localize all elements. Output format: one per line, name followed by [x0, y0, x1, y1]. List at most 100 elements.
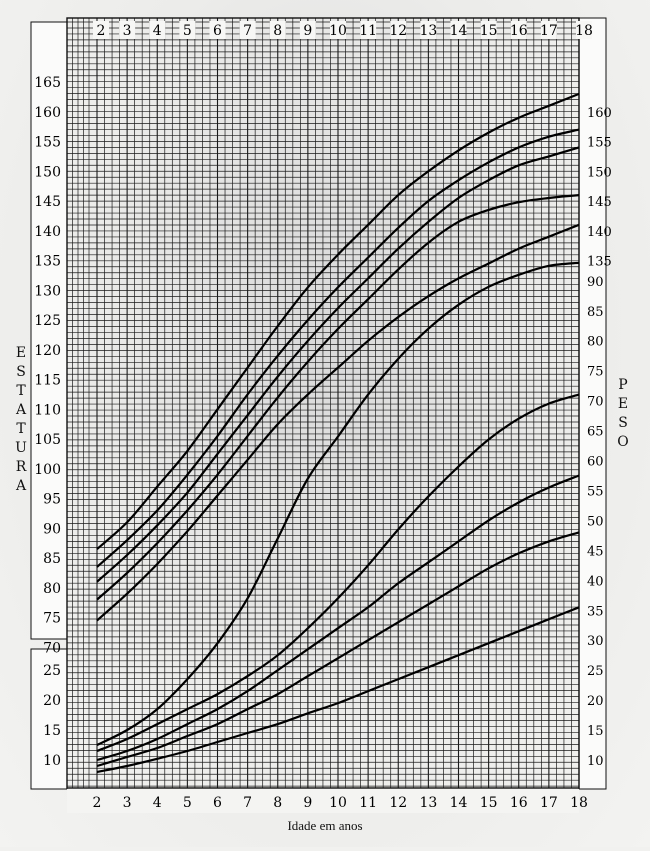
right-stature-tick-label: 150 [587, 165, 612, 180]
top-tick-bg [209, 21, 226, 39]
x-tick-label: 16 [510, 795, 528, 811]
top-x-tick-label: 12 [389, 23, 407, 39]
right-weight-tick-label: 35 [587, 604, 604, 619]
y-axis-label-left: E S T A T U R A [15, 345, 27, 494]
right-weight-tick-label: 20 [587, 694, 604, 709]
x-tick-label: 14 [450, 795, 468, 811]
weight-curve-5 [96, 606, 580, 774]
top-tick-bg [179, 21, 196, 39]
weight-curve-1 [96, 261, 580, 746]
weight-curve-3 [96, 474, 580, 762]
left-weight-tick-label: 25 [43, 663, 61, 679]
right-weight-tick-label: 70 [587, 395, 604, 410]
x-tick-label: 6 [213, 795, 222, 811]
right-weight-tick-label: 45 [587, 544, 604, 559]
top-tick-bg [93, 21, 109, 39]
stature-curve-5 [96, 223, 580, 622]
top-tick-bg [119, 21, 136, 39]
top-tick-bg [420, 21, 437, 39]
left-stature-tick-label: 110 [34, 402, 61, 418]
stature-curve-1 [96, 92, 580, 550]
top-x-tick-label: 11 [359, 23, 377, 39]
top-tick-bg [269, 21, 286, 39]
right-weight-tick-label: 80 [587, 335, 604, 350]
right-stature-tick-label: 135 [587, 255, 612, 270]
x-tick-label: 8 [273, 795, 282, 811]
left-stature-tick-label: 90 [43, 521, 61, 537]
stature-curve-3 [96, 146, 580, 583]
left-stature-tick-label: 100 [34, 462, 61, 478]
top-x-tick-label: 8 [273, 23, 282, 39]
top-tick-bg [239, 21, 256, 39]
top-x-tick-label: 7 [243, 23, 252, 39]
left-stature-tick-label: 95 [43, 492, 61, 508]
right-weight-tick-label: 55 [587, 484, 604, 499]
x-tick-label: 12 [389, 795, 407, 811]
top-x-tick-label: 15 [480, 23, 498, 39]
left-stature-tick-label: 120 [34, 343, 61, 359]
left-stature-tick-label: 140 [34, 224, 61, 240]
x-tick-label: 15 [480, 795, 498, 811]
right-weight-tick-label: 90 [587, 275, 604, 290]
right-label-panel [578, 17, 607, 790]
x-tick-label: 5 [183, 795, 192, 811]
top-tick-bg [480, 21, 497, 39]
top-x-tick-label: 18 [575, 23, 593, 39]
right-weight-tick-label: 65 [587, 425, 604, 440]
left-stature-tick-label: 105 [34, 432, 61, 448]
left-stature-panel [30, 21, 68, 640]
right-weight-tick-label: 75 [587, 365, 604, 380]
right-stature-tick-label: 155 [587, 136, 612, 151]
left-weight-tick-label: 10 [43, 753, 61, 769]
bottom-axis-band [67, 789, 579, 813]
top-x-tick-label: 4 [153, 23, 162, 39]
left-stature-tick-label: 85 [43, 551, 61, 567]
top-x-tick-label: 6 [213, 23, 222, 39]
weight-curve-4 [96, 531, 580, 768]
right-weight-tick-label: 15 [587, 724, 604, 739]
right-stature-tick-label: 145 [587, 195, 612, 210]
top-x-tick-label: 3 [123, 23, 132, 39]
left-stature-tick-label: 75 [43, 611, 61, 627]
top-tick-bg [540, 21, 557, 39]
left-stature-tick-label: 135 [34, 254, 61, 270]
top-tick-bg [330, 21, 346, 39]
top-tick-bg [510, 21, 527, 39]
right-stature-tick-label: 140 [587, 225, 612, 240]
top-tick-bg [149, 21, 166, 39]
x-tick-label: 7 [243, 795, 252, 811]
top-tick-bg [390, 21, 407, 39]
stature-curve-4 [96, 194, 580, 601]
top-tick-bg [360, 21, 377, 39]
x-tick-label: 17 [540, 795, 558, 811]
left-weight-panel [30, 648, 68, 790]
x-tick-label: 4 [153, 795, 162, 811]
left-stature-tick-label: 160 [34, 105, 61, 121]
right-weight-tick-label: 10 [587, 754, 604, 769]
x-tick-label: 11 [359, 795, 377, 811]
left-weight-tick-label: 15 [43, 723, 61, 739]
top-x-tick-label: 17 [540, 23, 558, 39]
x-axis-label: Idade em anos [287, 818, 363, 833]
x-tick-label: 9 [303, 795, 312, 811]
top-x-tick-label: 9 [303, 23, 312, 39]
left-stature-tick-label: 165 [34, 75, 61, 91]
top-x-tick-label: 10 [329, 23, 347, 39]
x-tick-label: 2 [93, 795, 102, 811]
left-stature-tick-label: 150 [34, 164, 61, 180]
x-tick-label: 13 [419, 795, 437, 811]
right-weight-tick-label: 60 [587, 455, 604, 470]
left-stature-tick-label: 155 [34, 135, 61, 151]
x-tick-label: 3 [123, 795, 132, 811]
top-tick-bg [450, 21, 467, 39]
left-stature-tick-label: 80 [43, 581, 61, 597]
x-tick-label: 10 [329, 795, 347, 811]
left-stature-tick-label: 115 [34, 373, 61, 389]
right-weight-tick-label: 50 [587, 514, 604, 529]
top-x-tick-label: 2 [97, 23, 106, 39]
top-x-tick-label: 14 [450, 23, 468, 39]
left-stature-tick-label: 70 [43, 640, 61, 656]
weight-curve-2 [96, 393, 580, 753]
right-weight-tick-label: 40 [587, 574, 604, 589]
